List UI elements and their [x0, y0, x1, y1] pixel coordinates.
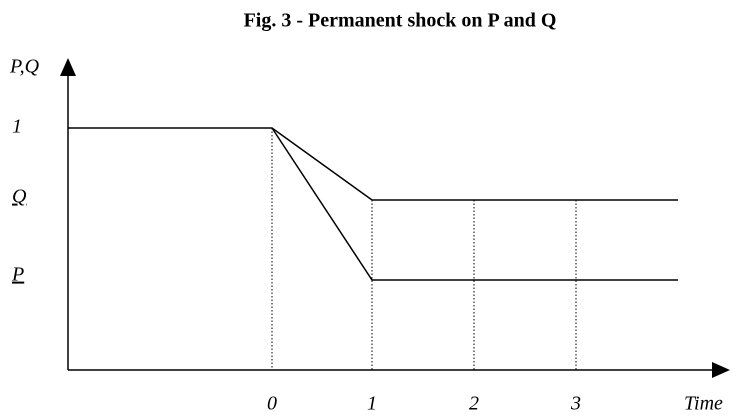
y-label: 1 — [12, 116, 22, 138]
p-line — [271, 127, 678, 281]
title: Fig. 3 - Permanent shock on P and Q — [244, 10, 557, 32]
y-arrow — [60, 58, 76, 76]
guides — [271, 128, 577, 370]
x-label: 1 — [367, 393, 377, 415]
y-axis-label: P,Q — [9, 56, 40, 78]
x-axis-label: Time — [684, 393, 723, 415]
axes — [67, 72, 716, 371]
x-arrow — [712, 362, 730, 378]
y-label: Q — [12, 186, 27, 208]
x-label: 2 — [469, 393, 479, 415]
q-line — [68, 127, 678, 201]
y-label: P — [11, 264, 24, 286]
x-label: 3 — [570, 393, 581, 415]
paths — [68, 127, 678, 281]
x-label: 0 — [267, 393, 277, 415]
